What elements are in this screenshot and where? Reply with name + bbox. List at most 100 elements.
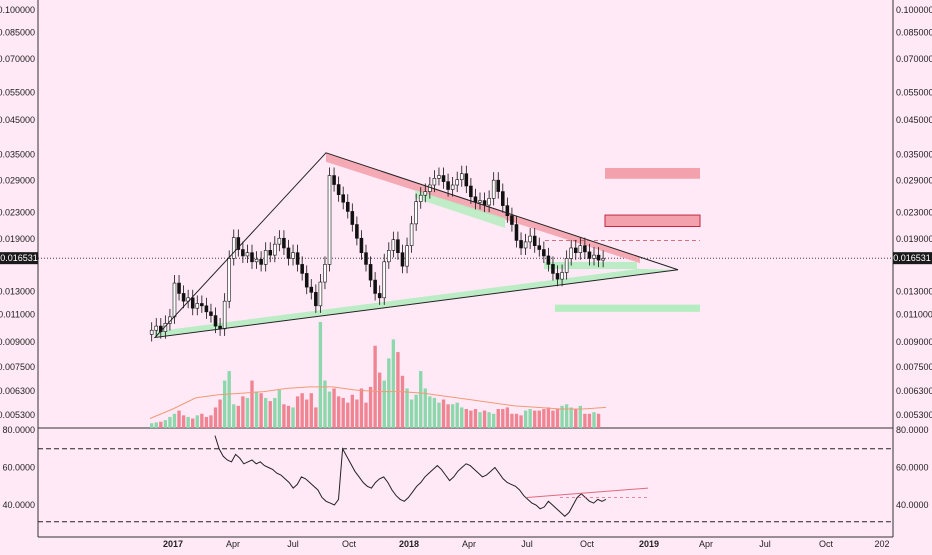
support-zone-near (544, 262, 637, 269)
candle-body (569, 247, 573, 259)
candle-body (446, 181, 450, 190)
price-tick-label-left: 0.023000 (0, 208, 35, 218)
volume-bar (232, 404, 236, 428)
current-price-label-left: 0.016531 (0, 253, 38, 263)
price-tick-label-right: 0.100000 (896, 5, 932, 15)
volume-bar (391, 339, 396, 428)
price-tick-label-right: 0.055000 (896, 87, 932, 97)
price-tick-label-left: 0.029000 (0, 176, 35, 186)
price-tick-label-left: 0.035000 (0, 150, 35, 160)
volume-bar (432, 397, 437, 428)
volume-bar (250, 380, 254, 428)
time-tick-label: 2017 (163, 539, 183, 549)
candle-body (241, 249, 245, 257)
price-tick-label-right: 0.007500 (896, 362, 932, 372)
volume-bar (359, 388, 364, 428)
candle-body (282, 237, 286, 249)
volume-bar (318, 322, 323, 428)
triangle-pattern (153, 152, 679, 339)
volume-bar (382, 380, 386, 428)
volume-bar (450, 404, 455, 428)
candle-body (587, 251, 592, 259)
candle-body (510, 215, 514, 225)
price-tick-label-right: 0.023000 (896, 208, 932, 218)
candle-body (469, 185, 473, 198)
support-box (555, 304, 700, 312)
volume-bar (314, 407, 318, 428)
time-tick-label: 2019 (639, 539, 659, 549)
rsi-line (214, 435, 607, 517)
candle-body (195, 303, 200, 309)
candle-body (391, 239, 396, 251)
volume-bar (492, 413, 496, 428)
volume-bar (264, 397, 268, 428)
volume-bar (596, 413, 601, 428)
candle-body (455, 179, 459, 186)
candle-body (291, 252, 295, 259)
price-tick-label-right: 0.070000 (896, 54, 932, 64)
price-tick-label-right: 0.011000 (896, 309, 932, 319)
volume-bar (368, 386, 373, 428)
time-tick-label: Oct (342, 539, 357, 549)
candle-body (501, 191, 505, 206)
candle-body (428, 184, 432, 192)
current-price-tag-left (0, 252, 38, 265)
volume-bar (409, 399, 414, 428)
volume-bar (542, 409, 546, 428)
volume-bar (400, 375, 405, 428)
candle-body (396, 239, 400, 253)
volume-bar (378, 372, 382, 428)
volume-bar (482, 410, 487, 428)
volume-bar (551, 410, 555, 428)
price-tick-label-right: 0.045000 (896, 115, 932, 125)
volume-bar (341, 397, 345, 428)
candle-body (250, 252, 254, 263)
candle-body (172, 282, 177, 318)
candle-body (409, 223, 414, 246)
candle-body (459, 173, 464, 181)
volume-bar (387, 358, 391, 428)
volume-bar (332, 388, 336, 428)
volume-bar (478, 412, 482, 428)
candle-body (414, 201, 418, 225)
time-tick-label: 202 (874, 539, 889, 549)
volume-bar (473, 409, 478, 428)
candle-body (245, 252, 250, 257)
current-price-label-right: 0.016531 (893, 253, 931, 263)
volume-bar (227, 371, 231, 428)
candle-body (359, 237, 364, 253)
candle-body (573, 247, 578, 253)
volume-bar (209, 415, 213, 428)
candle-body (578, 245, 583, 253)
candle-body (227, 258, 231, 302)
volume-bar (350, 394, 354, 428)
candle-body (478, 200, 482, 203)
volume-bar (163, 420, 168, 428)
volume-bar (487, 412, 491, 428)
volume-bar (355, 399, 359, 428)
candle-body (583, 245, 587, 253)
volume-ma-line (149, 386, 607, 419)
candle-body (222, 300, 227, 330)
volume-bar (523, 410, 528, 428)
time-tick-label: 2018 (399, 539, 419, 549)
candle-body (491, 179, 496, 199)
volume-bar (213, 407, 218, 428)
volume-bar (469, 410, 473, 428)
candle-body (355, 224, 359, 239)
volume-bar (578, 405, 582, 428)
volume-bar (592, 412, 596, 428)
candle-body (149, 329, 154, 335)
volume-bar (373, 345, 377, 428)
candle-body (560, 272, 564, 280)
price-tick-label-right: 0.029000 (896, 176, 932, 186)
candle-body (551, 264, 555, 274)
candle-body (592, 254, 596, 259)
candle-body (364, 252, 368, 265)
rsi-tick-label-left: 60.0000 (2, 463, 35, 473)
volume-bar (218, 399, 222, 428)
volume-bar (222, 380, 227, 428)
volume-bar (300, 393, 304, 428)
candle-body (542, 249, 546, 257)
